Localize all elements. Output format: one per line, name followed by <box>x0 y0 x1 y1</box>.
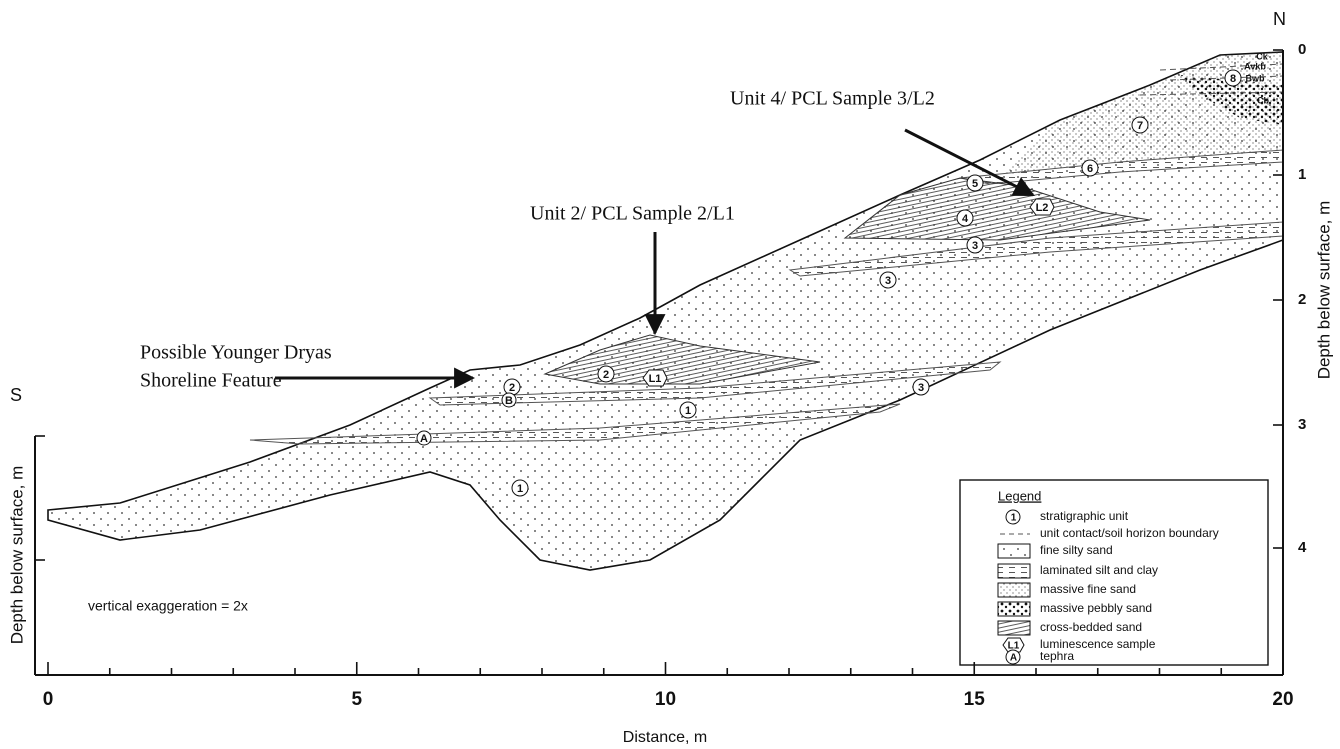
x-tick-label: 0 <box>43 689 54 710</box>
x-axis-label: Distance, m <box>623 729 707 746</box>
unit-label-circle <box>1224 69 1242 87</box>
unit-label-circle <box>966 236 984 254</box>
unit-label-circle <box>956 209 974 227</box>
tephra-label-circle <box>501 392 517 408</box>
arrow <box>904 128 1035 197</box>
unit-contact <box>1139 63 1284 96</box>
legend-label: massive pebbly sand <box>1040 601 1152 615</box>
sample-marker <box>642 369 668 387</box>
unit-label: 3 <box>918 382 924 394</box>
unit-label: 4 <box>962 213 969 225</box>
unit-label: 2 <box>509 382 515 394</box>
x-tick-label: 20 <box>1272 689 1293 710</box>
unit-label: 6 <box>1087 163 1093 175</box>
exaggeration-note: vertical exaggeration = 2x <box>88 598 248 614</box>
legend-label: unit contact/soil horizon boundary <box>1040 526 1219 540</box>
legend-label: fine silty sand <box>1040 543 1113 557</box>
sample-label: L1 <box>649 373 662 385</box>
legend-symbol-circle <box>1005 649 1021 665</box>
right-tick-label: 1 <box>1298 166 1306 183</box>
sample-marker <box>1029 198 1055 216</box>
north-label: N <box>1273 9 1286 29</box>
unit-label-circle <box>597 365 615 383</box>
tephra-label: B <box>505 395 513 407</box>
unit-label: 1 <box>517 483 523 495</box>
legend-symbol: A <box>1010 653 1017 664</box>
cb-pebbly <box>1180 75 1283 125</box>
unit-label-circle <box>912 378 930 396</box>
unit-label: 5 <box>972 178 978 190</box>
legend-symbol: L1 <box>1008 641 1020 652</box>
right-tick-label: 0 <box>1298 41 1306 58</box>
unit-label-circle <box>511 479 529 497</box>
x-tick-label: 5 <box>351 689 362 710</box>
annotation: Unit 4/ PCL Sample 3/L2 <box>730 88 935 110</box>
unit-label-circle <box>1081 159 1099 177</box>
sample-label: L2 <box>1036 202 1049 214</box>
left-axis-label: Depth below surface, m <box>7 466 26 645</box>
legend-label: luminescence sample <box>1040 637 1156 651</box>
legend-label: cross-bedded sand <box>1040 620 1142 634</box>
horizon-label: Avkb <box>1244 61 1266 71</box>
right-tick-label: 2 <box>1298 291 1306 308</box>
tephra-a-band <box>249 403 901 445</box>
unit-label: 7 <box>1137 120 1143 132</box>
unit-label-circle <box>679 401 697 419</box>
annotation: Shoreline Feature <box>140 370 282 392</box>
unit-label-circle <box>1131 116 1149 134</box>
legend-swatch <box>997 563 1031 579</box>
unit4-cross-bed <box>843 177 1151 241</box>
unit-label-circle <box>966 174 984 192</box>
legend-title: Legend <box>998 488 1041 503</box>
right-tick-label: 3 <box>1298 416 1306 433</box>
legend-label: laminated silt and clay <box>1040 563 1158 577</box>
horizon-label: Ck <box>1256 51 1268 61</box>
x-tick-label: 10 <box>655 689 676 710</box>
legend-swatch <box>997 582 1031 598</box>
x-tick-label: 15 <box>964 689 986 710</box>
legend-swatch <box>997 620 1031 636</box>
unit-label: 8 <box>1230 73 1236 85</box>
horizon-label: Cb <box>1257 95 1269 105</box>
unit-label: 3 <box>972 240 978 252</box>
legend-label: tephra <box>1040 649 1074 663</box>
unit-label: 1 <box>685 405 691 417</box>
legend-swatch <box>997 601 1031 617</box>
unit-label-circle <box>879 271 897 289</box>
legend-swatch <box>997 543 1031 559</box>
right-axis-label: Depth below surface, m <box>1314 201 1333 380</box>
horizon-label: Bwb <box>1246 73 1266 83</box>
annotation: Possible Younger Dryas <box>140 342 332 364</box>
legend-label: massive fine sand <box>1040 582 1136 596</box>
legend-symbol: 1 <box>1011 513 1017 524</box>
tephra-label-circle <box>416 430 432 446</box>
unit-label: 3 <box>885 275 891 287</box>
right-tick-label: 4 <box>1298 539 1307 556</box>
legend-symbol-circle <box>1005 509 1021 525</box>
south-label: S <box>10 385 22 405</box>
tephra-b-band <box>428 361 1002 406</box>
annotation: Unit 2/ PCL Sample 2/L1 <box>530 203 735 225</box>
legend-label: stratigraphic unit <box>1040 509 1129 523</box>
unit-label: 2 <box>603 369 609 381</box>
tephra-label: A <box>420 433 428 445</box>
